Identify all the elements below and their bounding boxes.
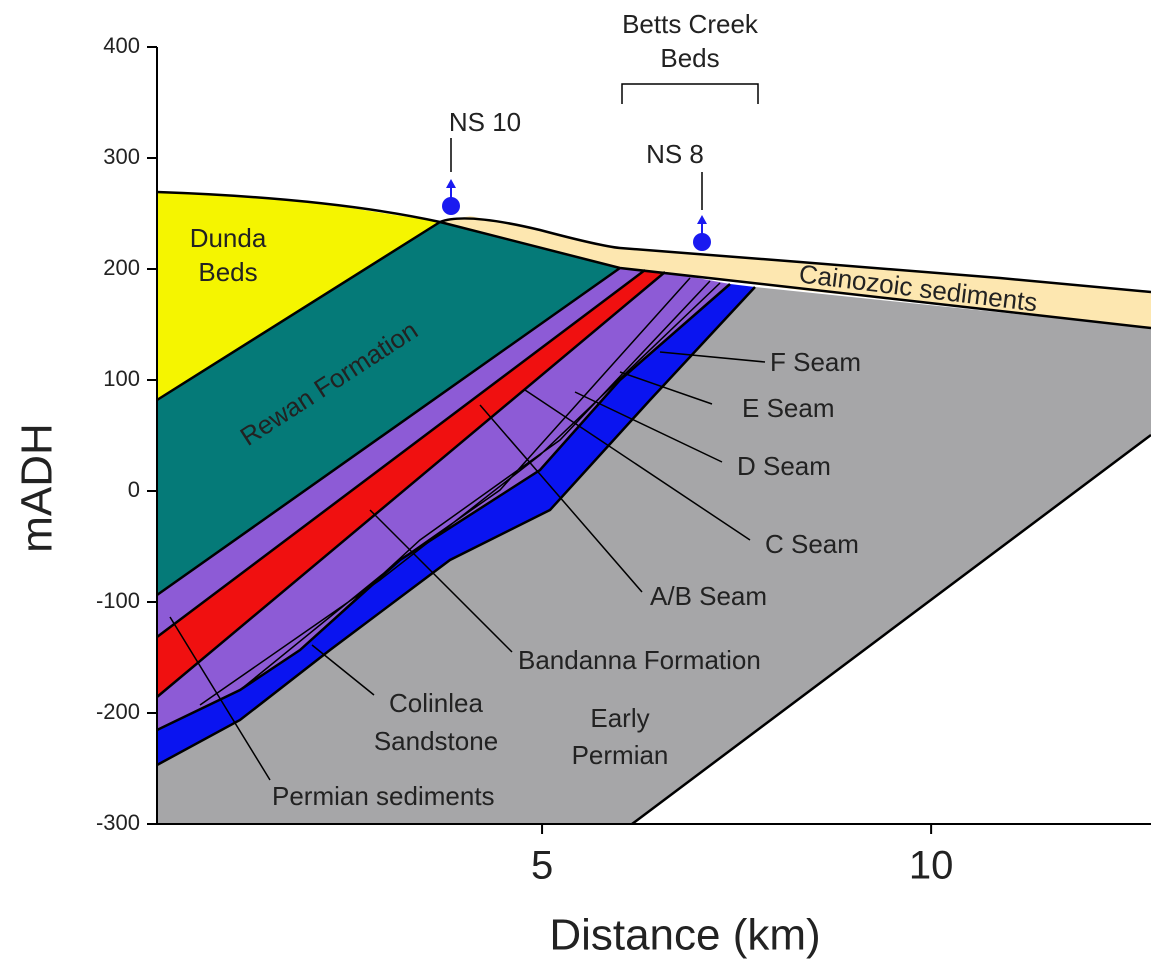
y-tick-label: -300 <box>96 810 140 835</box>
label: Permian <box>572 740 669 770</box>
y-tick-label: 0 <box>128 477 140 502</box>
bracket <box>622 84 758 104</box>
y-axis-label: mADH <box>13 423 62 553</box>
label: Permian sediments <box>272 781 495 811</box>
x-tick-label: 5 <box>531 844 553 888</box>
label: F Seam <box>770 347 861 377</box>
well-label: NS 8 <box>646 139 704 169</box>
y-tick-label: 400 <box>103 33 140 58</box>
label: E Seam <box>742 393 835 423</box>
label: Colinlea <box>389 688 483 718</box>
x-tick-label: 10 <box>909 844 954 888</box>
label: Beds <box>198 257 257 287</box>
label: Bandanna Formation <box>518 645 761 675</box>
x-axis-label: Distance (km) <box>549 911 820 960</box>
label: D Seam <box>737 451 831 481</box>
label: A/B Seam <box>650 581 767 611</box>
cross-section: Betts Creek Beds NS 10 NS 8 Dunda Beds R… <box>0 0 1151 964</box>
label: Early <box>590 703 649 733</box>
y-tick-label: -200 <box>96 699 140 724</box>
well-arrowhead <box>697 215 707 224</box>
label: Sandstone <box>374 726 498 756</box>
y-tick-label: 100 <box>103 366 140 391</box>
y-tick-label: -100 <box>96 588 140 613</box>
label: C Seam <box>765 529 859 559</box>
y-tick-label: 300 <box>103 144 140 169</box>
label: Beds <box>660 43 719 73</box>
label: Dunda <box>190 223 267 253</box>
label: Betts Creek <box>622 9 759 39</box>
well-marker <box>442 197 460 215</box>
y-tick-label: 200 <box>103 255 140 280</box>
well-label: NS 10 <box>449 107 521 137</box>
well-marker <box>693 233 711 251</box>
well-arrowhead <box>446 179 456 188</box>
